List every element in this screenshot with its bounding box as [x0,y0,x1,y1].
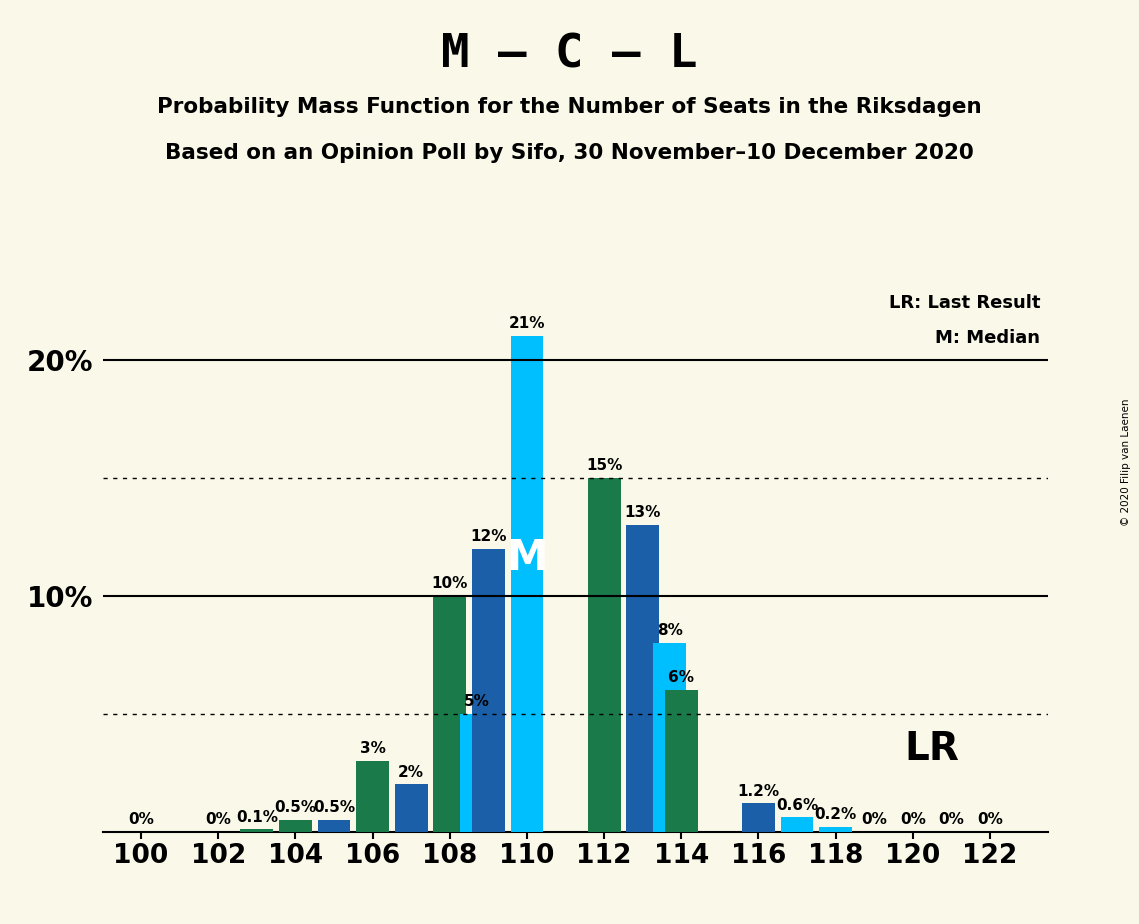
Bar [743,803,775,832]
Text: 3%: 3% [360,741,386,756]
Bar [279,820,312,832]
Text: LR: Last Result: LR: Last Result [888,294,1040,311]
Bar [434,596,466,832]
Bar [460,713,493,832]
Text: 10%: 10% [432,576,468,591]
Text: Probability Mass Function for the Number of Seats in the Riksdagen: Probability Mass Function for the Number… [157,97,982,117]
Bar [240,829,273,832]
Text: 0.5%: 0.5% [313,800,355,815]
Bar [665,690,698,832]
Text: M: M [506,537,548,579]
Text: 5%: 5% [464,694,490,709]
Bar [819,827,852,832]
Text: 0.5%: 0.5% [274,800,317,815]
Text: 0%: 0% [939,812,965,827]
Text: 21%: 21% [509,316,546,332]
Text: 12%: 12% [470,529,507,544]
Text: 0%: 0% [205,812,231,827]
Text: 13%: 13% [624,505,661,520]
Text: 8%: 8% [657,623,682,638]
Text: 0%: 0% [129,812,154,827]
Text: LR: LR [904,730,959,768]
Bar [510,336,543,832]
Text: 0.2%: 0.2% [814,808,857,822]
Text: © 2020 Filip van Laenen: © 2020 Filip van Laenen [1121,398,1131,526]
Text: 0.6%: 0.6% [776,797,818,813]
Text: 0%: 0% [900,812,926,827]
Bar [588,478,621,832]
Text: 6%: 6% [669,670,695,686]
Bar [472,549,505,832]
Text: 1.2%: 1.2% [737,784,779,798]
Bar [357,760,390,832]
Bar [395,784,427,832]
Text: 0%: 0% [861,812,887,827]
Text: 2%: 2% [399,765,424,780]
Text: 0.1%: 0.1% [236,809,278,824]
Bar [318,820,351,832]
Bar [780,818,813,832]
Bar [626,525,659,832]
Text: 15%: 15% [585,458,622,473]
Text: Based on an Opinion Poll by Sifo, 30 November–10 December 2020: Based on an Opinion Poll by Sifo, 30 Nov… [165,143,974,164]
Text: M: Median: M: Median [935,329,1040,347]
Text: 0%: 0% [977,812,1003,827]
Bar [654,643,686,832]
Text: M – C – L: M – C – L [441,32,698,78]
